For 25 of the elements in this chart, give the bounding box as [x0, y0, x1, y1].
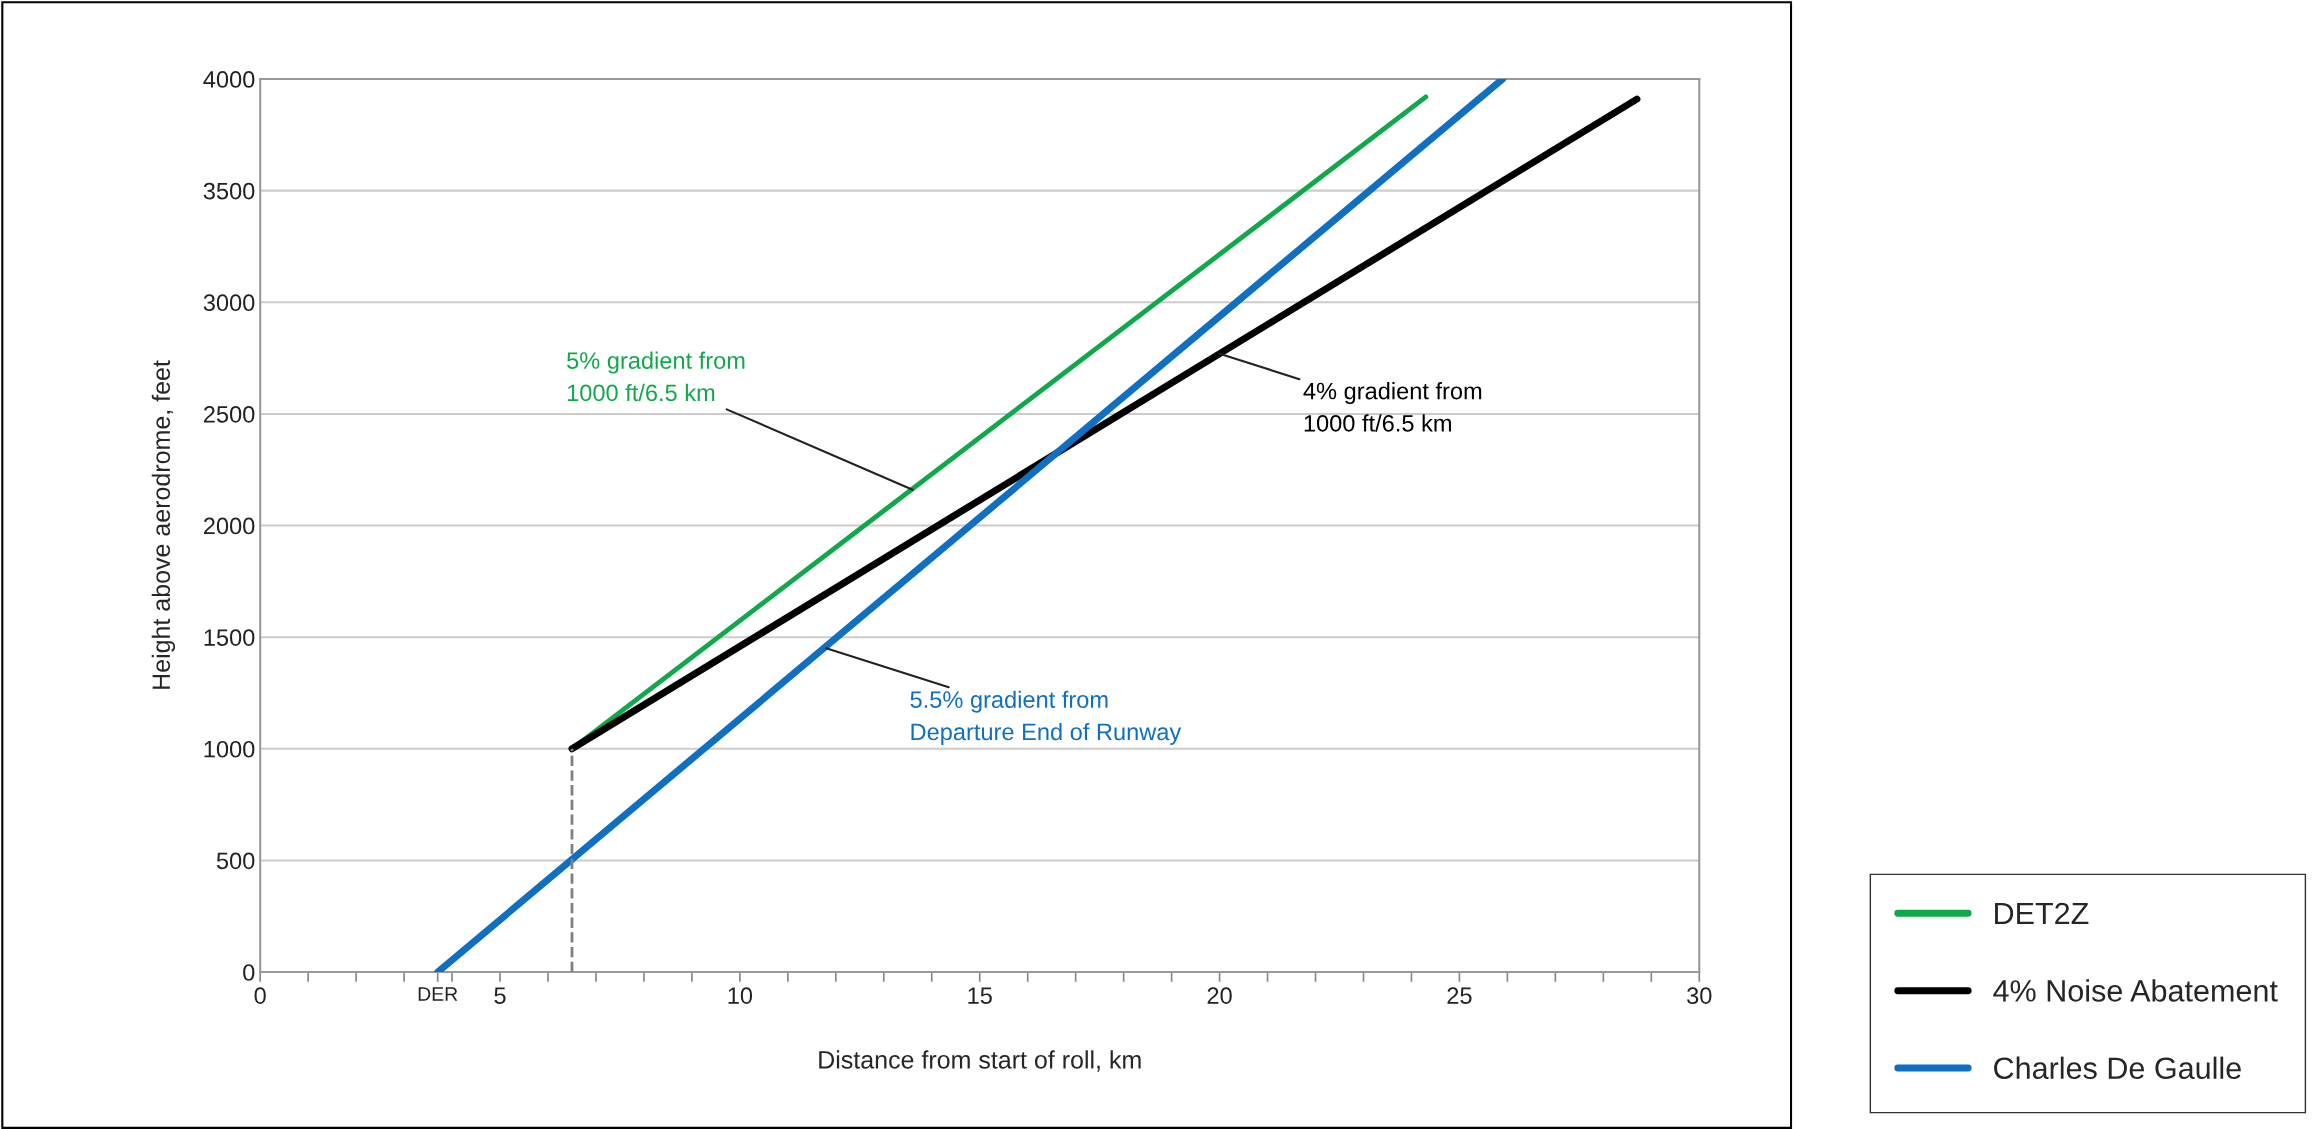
x-tick-label: 25 — [1447, 987, 1472, 1004]
annotation: 5.5% gradient from Departure End of Runway — [910, 690, 1182, 745]
legend-label: 4% Noise Abatement — [1993, 979, 2278, 1002]
x-tick-label: 15 — [968, 987, 992, 1004]
x-tick-label: DER — [418, 987, 458, 1001]
y-tick-label: 1000 — [204, 740, 255, 758]
y-tick-label: 500 — [216, 852, 255, 870]
y-tick-label: 3000 — [203, 294, 255, 312]
x-tick-label: 30 — [1687, 987, 1712, 1004]
y-tick-label: 2000 — [203, 517, 255, 535]
x-tick-label: 5 — [494, 987, 506, 1004]
legend-label: Charles De Gaulle — [1994, 1056, 2241, 1080]
annotation: 4% gradient from 1000 ft/6.5 km — [1303, 382, 1482, 432]
y-tick-label: 2500 — [203, 405, 255, 423]
x-axis-title: Distance from start of roll, km — [819, 1050, 1141, 1072]
x-tick-label: 10 — [728, 987, 753, 1004]
y-axis-title: Height above aerodrome, feet — [151, 360, 176, 689]
x-tick-label: 0 — [254, 987, 266, 1004]
y-tick-label: 0 — [243, 964, 255, 981]
y-tick-label: 4000 — [203, 71, 255, 88]
y-tick-label: 3500 — [203, 182, 255, 200]
x-tick-label: 20 — [1207, 987, 1232, 1004]
annotation: 5% gradient from 1000 ft/6.5 km — [567, 351, 745, 402]
legend-label: DET2Z — [1995, 902, 2089, 925]
y-tick-label: 1500 — [204, 629, 255, 646]
